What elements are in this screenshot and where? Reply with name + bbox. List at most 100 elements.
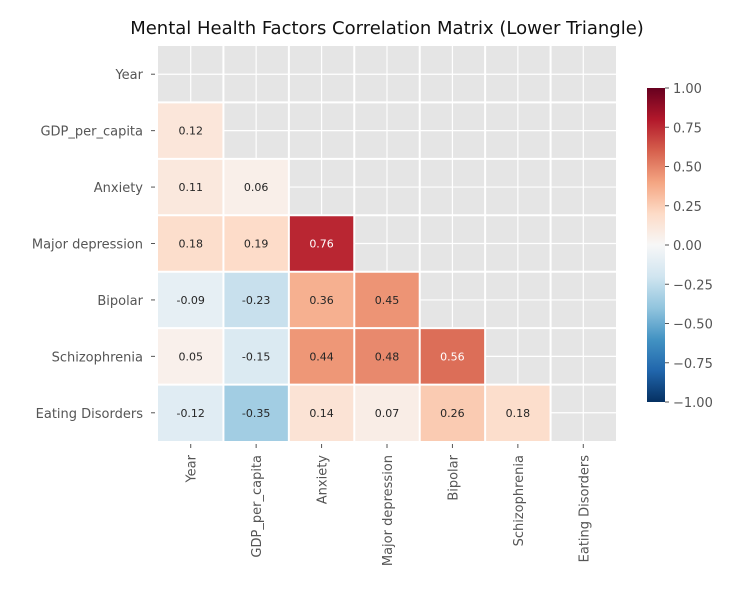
masked-cell: [419, 46, 486, 103]
row-tick-label: Bipolar: [97, 294, 143, 309]
cell-value-label: 0.48: [375, 350, 400, 363]
masked-cell: [485, 46, 551, 103]
colorbar-tick-label: −0.50: [673, 318, 713, 333]
heatmap-cell: [354, 271, 420, 329]
cell-value-label: 0.19: [244, 238, 269, 251]
masked-cell: [158, 46, 224, 103]
cell-value-label: 0.56: [440, 350, 465, 363]
cell-value-label: 0.14: [309, 407, 334, 420]
cell-value-label: 0.12: [178, 125, 203, 138]
colorbar-tick-label: −1.00: [673, 396, 713, 411]
cell-value-label: 0.76: [309, 238, 334, 251]
masked-cell: [550, 46, 616, 103]
column-tick-label: GDP_per_capita: [250, 455, 265, 558]
cell-value-label: 0.18: [506, 407, 531, 420]
masked-cell: [354, 158, 420, 216]
cell-value-label: -0.15: [242, 350, 270, 363]
cell-value-label: 0.07: [375, 407, 400, 420]
cell-value-label: -0.12: [176, 407, 204, 420]
heatmap-cell: [158, 328, 224, 385]
cell-value-label: 0.05: [178, 350, 203, 363]
masked-cell: [354, 46, 420, 103]
heatmap-cell: [158, 384, 224, 441]
column-tick-label: Schizophrenia: [512, 455, 527, 546]
masked-cell: [288, 102, 355, 159]
masked-cell: [550, 328, 616, 385]
colorbar-tick-label: 0.00: [673, 239, 702, 254]
masked-cell: [485, 158, 551, 216]
heatmap-cell: [223, 328, 289, 385]
row-labels: Year GDP_per_capita Anxiety Major depressio…: [32, 68, 155, 422]
masked-cell: [550, 215, 616, 272]
heatmap-cell: [288, 384, 355, 441]
colorbar: 1.00 0.75 0.50 0.25 0.00 −0.25 −0.50 −0.75 −1.00: [647, 82, 713, 411]
heatmap-cell: [485, 384, 551, 441]
column-tick-label: Anxiety: [316, 455, 331, 505]
cell-value-label: 0.36: [309, 294, 334, 307]
heatmap-cell: [223, 215, 289, 272]
row-tick-label: Anxiety: [94, 181, 144, 196]
cell-value-label: -0.09: [176, 294, 204, 307]
colorbar-tick-label: −0.75: [673, 357, 713, 372]
row-tick-label: GDP_per_capita: [40, 125, 143, 140]
cell-value-label: -0.23: [242, 294, 270, 307]
colorbar-tick-label: 1.00: [673, 82, 702, 97]
masked-cell: [550, 384, 616, 441]
heatmap-cell: [158, 158, 224, 216]
cell-value-label: 0.06: [244, 181, 269, 194]
row-tick-label: Schizophrenia: [52, 350, 143, 365]
colorbar-tick-label: 0.50: [673, 161, 702, 176]
heatmap-cell: [223, 271, 289, 329]
masked-cell: [223, 46, 289, 103]
masked-cell: [485, 215, 551, 272]
column-tick-label: Major depression: [381, 455, 396, 566]
masked-cell: [419, 158, 486, 216]
colorbar-gradient: [647, 88, 665, 402]
masked-cell: [288, 46, 355, 103]
colorbar-tick-label: 0.25: [673, 200, 702, 215]
masked-cell: [485, 328, 551, 385]
masked-cell: [354, 102, 420, 159]
heatmap-cell: [158, 215, 224, 272]
heatmap-cell: [419, 384, 486, 441]
cell-value-label: 0.45: [375, 294, 400, 307]
cell-value-label: 0.18: [178, 238, 203, 251]
masked-cell: [288, 158, 355, 216]
heatmap-cell: [288, 271, 355, 329]
cell-value-label: -0.35: [242, 407, 270, 420]
row-tick-label: Eating Disorders: [36, 407, 144, 422]
heatmap-cell: [158, 102, 224, 159]
column-labels: Year GDP_per_capita Anxiety Major depressio…: [185, 444, 592, 566]
masked-cell: [485, 102, 551, 159]
heatmap-cells: 0.12 0.11 0.06 0.18 0.19 0.76 -0.09 -0.23 0.36 0.…: [158, 46, 616, 441]
heatmap-cell: [288, 215, 355, 272]
cell-value-label: 0.44: [309, 350, 334, 363]
masked-cell: [223, 102, 289, 159]
heatmap-cell: [419, 328, 486, 385]
column-tick-label: Eating Disorders: [577, 455, 592, 563]
column-tick-label: Bipolar: [446, 454, 461, 500]
cell-value-label: 0.26: [440, 407, 465, 420]
masked-cell: [485, 271, 551, 329]
masked-cell: [419, 271, 486, 329]
colorbar-tick-label: 0.75: [673, 121, 702, 136]
masked-cell: [419, 102, 486, 159]
masked-cell: [550, 271, 616, 329]
row-tick-label: Major depression: [32, 238, 143, 253]
masked-cell: [550, 158, 616, 216]
column-tick-label: Year: [185, 454, 200, 483]
row-tick-label: Year: [114, 68, 143, 83]
heatmap-cell: [354, 328, 420, 385]
colorbar-tick-label: −0.25: [673, 278, 713, 293]
heatmap-cell: [354, 384, 420, 441]
heatmap-cell: [223, 158, 289, 216]
masked-cell: [419, 215, 486, 272]
cell-value-label: 0.11: [178, 181, 203, 194]
heatmap-cell: [158, 271, 224, 329]
heatmap-cell: [223, 384, 289, 441]
heatmap-cell: [288, 328, 355, 385]
chart-title: Mental Health Factors Correlation Matrix…: [130, 18, 644, 39]
masked-cell: [550, 102, 616, 159]
masked-cell: [354, 215, 420, 272]
